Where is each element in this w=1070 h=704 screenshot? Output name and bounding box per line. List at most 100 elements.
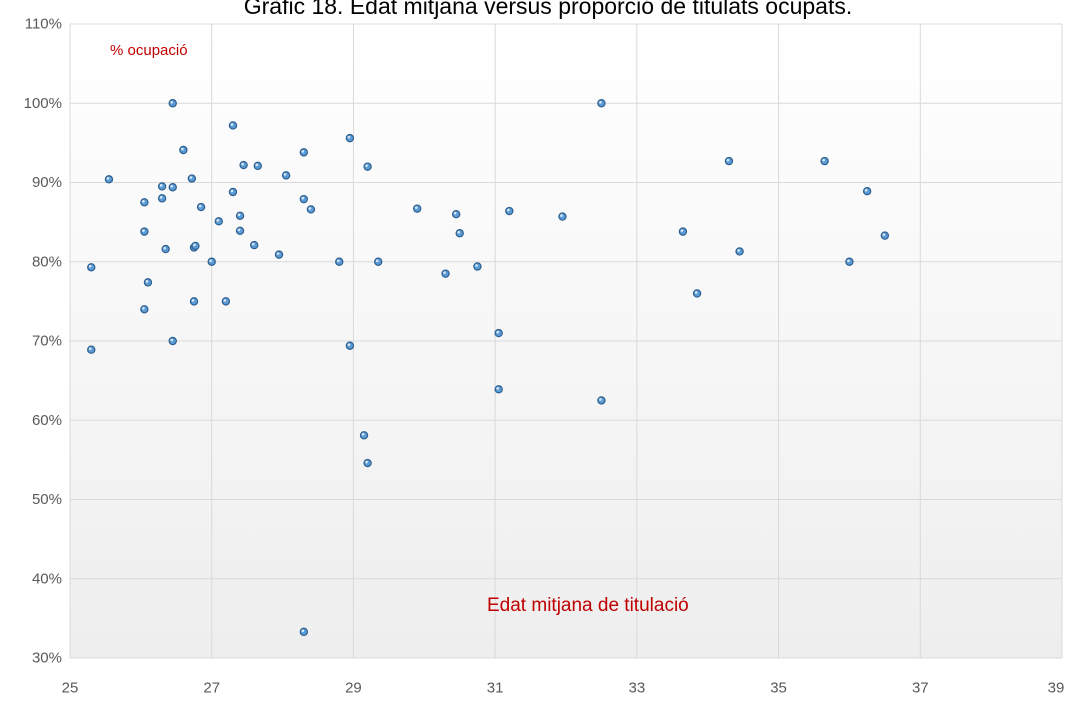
data-point-highlight-53	[680, 229, 684, 232]
data-point-highlight-11	[170, 184, 174, 188]
data-point-highlight-49	[507, 208, 510, 212]
data-point-highlight-3	[142, 200, 145, 203]
data-point-25	[235, 226, 245, 236]
data-point-22	[228, 121, 238, 130]
data-point-highlight-36	[347, 135, 351, 139]
data-point-highlight-10	[170, 100, 174, 104]
data-point-28	[253, 161, 262, 171]
x-tick-label: 31	[487, 680, 504, 697]
data-point-36	[345, 133, 355, 143]
x-tick-label: 29	[345, 680, 362, 697]
data-point-highlight-8	[159, 196, 163, 199]
data-point-highlight-35	[336, 259, 340, 263]
data-point-46	[473, 262, 482, 271]
data-point-47	[494, 328, 503, 338]
x-tick-label: 37	[912, 680, 929, 697]
y-tick-label: 40%	[32, 570, 62, 587]
data-point-11	[168, 183, 177, 192]
data-point-highlight-52	[599, 398, 602, 401]
chart-title: Gràfic 18. Edat mitjana versus proporció…	[244, 0, 853, 19]
data-point-51	[597, 99, 606, 108]
data-point-highlight-42	[414, 206, 418, 209]
y-tick-label: 50%	[32, 491, 62, 508]
data-point-8	[157, 194, 167, 203]
data-point-highlight-27	[251, 242, 255, 246]
data-point-48	[494, 385, 503, 394]
data-point-17	[189, 297, 199, 306]
data-point-32	[299, 194, 309, 204]
data-point-16	[191, 241, 200, 251]
data-point-highlight-1	[88, 347, 92, 351]
data-point-33	[306, 205, 316, 214]
data-point-highlight-54	[694, 291, 698, 294]
data-point-highlight-50	[560, 214, 563, 217]
data-point-highlight-55	[726, 158, 730, 162]
data-point-57	[820, 156, 829, 166]
data-point-40	[363, 458, 372, 468]
data-point-highlight-44	[453, 211, 457, 215]
data-point-highlight-37	[347, 343, 351, 347]
data-point-9	[161, 244, 170, 254]
data-point-10	[168, 99, 177, 108]
data-point-highlight-60	[882, 233, 886, 236]
data-point-29	[274, 250, 284, 259]
data-points	[87, 99, 890, 637]
data-point-45	[455, 229, 464, 238]
data-point-1	[87, 345, 96, 354]
data-point-5	[140, 305, 149, 314]
data-point-35	[335, 257, 344, 266]
y-axis-annotation: % ocupació	[110, 42, 188, 59]
data-point-26	[239, 160, 248, 170]
data-point-highlight-28	[255, 163, 259, 167]
y-tick-label: 110%	[25, 16, 62, 33]
data-point-highlight-23	[230, 189, 234, 193]
data-point-23	[228, 187, 238, 197]
x-tick-label: 27	[203, 680, 220, 697]
data-point-highlight-17	[191, 299, 195, 302]
data-point-44	[451, 209, 461, 219]
data-point-highlight-2	[106, 177, 110, 180]
data-point-highlight-32	[301, 196, 305, 200]
data-point-highlight-41	[375, 259, 379, 263]
data-point-highlight-59	[864, 188, 868, 192]
data-point-7	[157, 182, 167, 191]
data-point-41	[374, 257, 383, 266]
x-axis-annotation: Edat mitjana de titulació	[487, 595, 689, 616]
y-tick-label: 90%	[32, 174, 62, 191]
data-point-highlight-4	[142, 229, 145, 232]
data-point-34	[299, 627, 309, 637]
data-point-2	[104, 175, 114, 184]
data-point-49	[505, 206, 514, 216]
data-point-highlight-58	[847, 259, 850, 263]
y-tick-label: 100%	[24, 95, 62, 112]
data-point-38	[359, 431, 369, 440]
data-point-highlight-56	[737, 249, 740, 252]
data-point-37	[345, 341, 355, 350]
data-point-highlight-6	[145, 280, 149, 283]
data-point-highlight-38	[361, 433, 365, 436]
data-point-highlight-13	[181, 147, 184, 151]
data-point-highlight-57	[822, 158, 825, 162]
data-point-24	[235, 211, 245, 220]
data-point-highlight-48	[496, 387, 499, 390]
data-point-highlight-20	[216, 219, 220, 222]
data-point-highlight-21	[223, 299, 227, 302]
data-point-highlight-25	[237, 228, 241, 232]
data-point-30	[281, 171, 291, 180]
data-point-highlight-26	[241, 162, 244, 166]
data-point-highlight-40	[365, 460, 368, 464]
x-tick-label: 39	[1048, 680, 1065, 697]
data-point-highlight-7	[159, 184, 163, 187]
data-point-42	[413, 204, 422, 213]
data-point-31	[299, 148, 309, 157]
data-point-50	[558, 212, 567, 221]
data-point-0	[87, 263, 96, 272]
data-point-14	[187, 174, 197, 183]
data-point-6	[143, 278, 153, 287]
data-point-highlight-39	[365, 164, 368, 167]
data-point-4	[140, 227, 149, 236]
data-point-39	[363, 162, 372, 171]
data-point-18	[196, 202, 206, 212]
data-point-21	[221, 297, 231, 306]
